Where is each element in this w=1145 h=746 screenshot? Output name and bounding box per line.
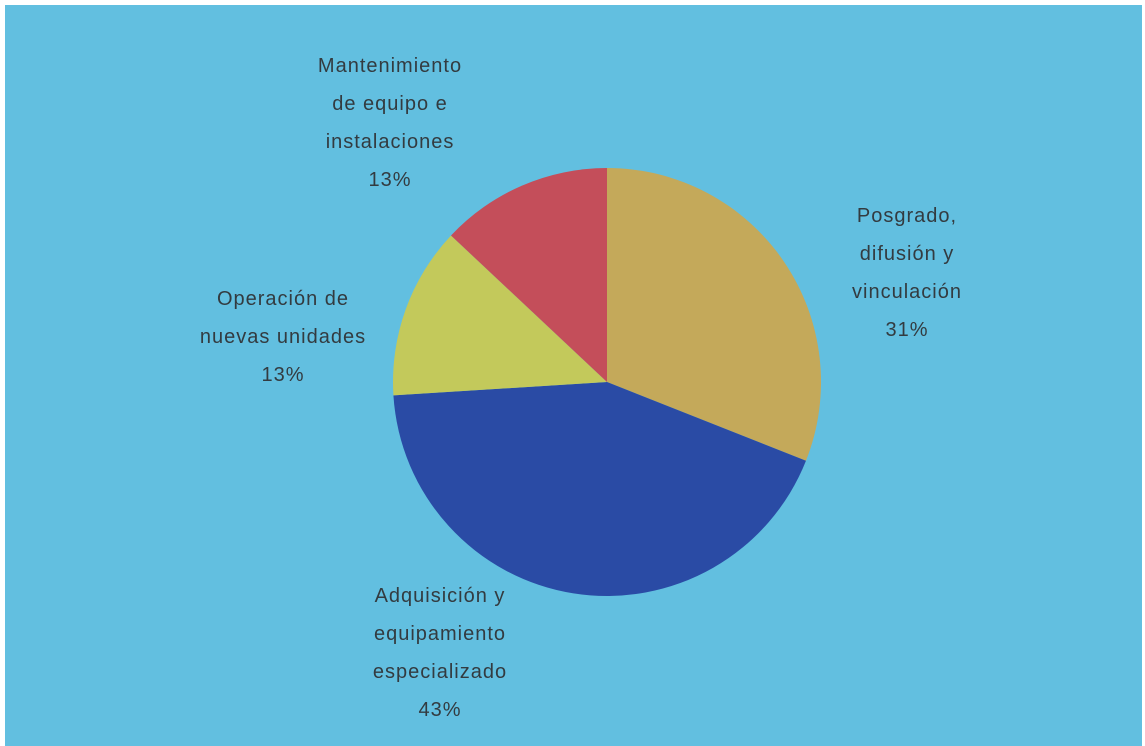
slice-label: Posgrado, difusión y vinculación xyxy=(852,205,962,303)
slice-label: Adquisición y equipamiento especializado xyxy=(373,585,507,683)
slice-label: Mantenimiento de equipo e instalaciones xyxy=(318,55,462,153)
slice-value-label: 13% xyxy=(261,364,304,386)
slice-label: Operación de nuevas unidades xyxy=(200,288,366,348)
slice-value-label: 43% xyxy=(418,699,461,721)
pie-slice xyxy=(451,168,607,382)
slice-value-label: 31% xyxy=(885,319,928,341)
pie-slice xyxy=(607,168,822,461)
pie-slice xyxy=(393,382,806,596)
slice-value-label: 13% xyxy=(368,169,411,191)
pie-slice xyxy=(393,235,607,396)
